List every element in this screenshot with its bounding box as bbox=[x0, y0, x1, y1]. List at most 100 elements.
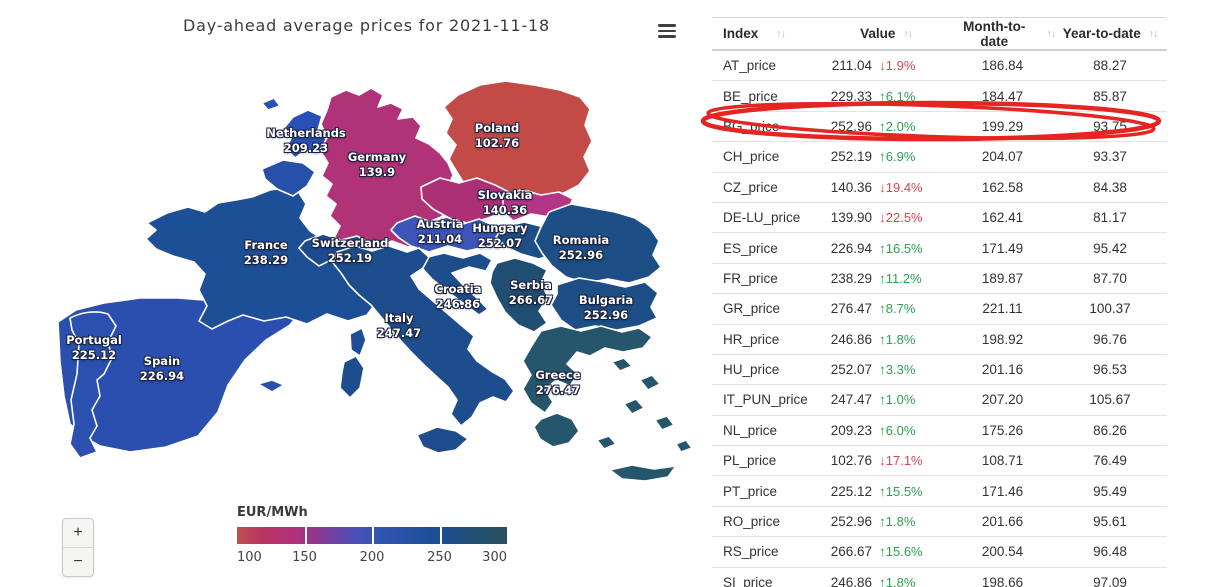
value-change: ↑2.0% bbox=[879, 119, 915, 134]
cell-year-to-date: 76.49 bbox=[1093, 453, 1127, 469]
map-region-greek-island[interactable] bbox=[639, 374, 661, 391]
column-header-label: Year-to-date bbox=[1062, 26, 1141, 41]
change-arrow-icon: ↑ bbox=[879, 301, 886, 317]
cell-value: 139.90 ↓22.5% bbox=[822, 210, 950, 225]
change-arrow-icon: ↓ bbox=[879, 210, 886, 226]
value-number: 229.33 bbox=[830, 88, 872, 104]
cell-year-to-date: 95.61 bbox=[1093, 514, 1127, 530]
change-arrow-icon: ↑ bbox=[879, 544, 886, 560]
change-arrow-icon: ↑ bbox=[879, 331, 886, 347]
map-region-greece[interactable] bbox=[522, 325, 653, 414]
table-row: IT_PUN_price 247.47 ↑1.0% 207.20 105.67 bbox=[712, 385, 1167, 416]
change-percent: 16.5% bbox=[885, 240, 923, 256]
legend-gradient-bar bbox=[237, 527, 507, 544]
cell-month-to-date: 162.41 bbox=[981, 210, 1024, 226]
column-header-label: Value bbox=[860, 26, 896, 41]
cell-year-to-date: 88.27 bbox=[1093, 58, 1127, 74]
map-region-poland[interactable] bbox=[443, 80, 593, 198]
change-percent: 6.1% bbox=[885, 88, 916, 104]
map-region-greek-island[interactable] bbox=[675, 439, 693, 453]
map-region-serbia[interactable] bbox=[489, 257, 549, 333]
map-region-portugal[interactable] bbox=[69, 311, 117, 459]
map-region-greek-island[interactable] bbox=[623, 398, 645, 415]
cell-month-to-date: 198.66 bbox=[981, 574, 1024, 587]
map-region-netherlands-islands[interactable] bbox=[261, 97, 281, 111]
cell-month-to-date: 207.20 bbox=[981, 392, 1024, 408]
cell-index: DE-LU_price bbox=[723, 210, 801, 226]
sort-icon[interactable]: ↑↓ bbox=[776, 27, 785, 40]
cell-year-to-date: 87.70 bbox=[1093, 270, 1127, 286]
map-region-crete[interactable] bbox=[609, 464, 677, 482]
cell-index: IT_PUN_price bbox=[723, 392, 808, 408]
zoom-in-button[interactable]: + bbox=[63, 519, 93, 548]
cell-value: 226.94 ↑16.5% bbox=[822, 241, 950, 256]
table-row: HU_price 252.07 ↑3.3% 201.16 96.53 bbox=[712, 355, 1167, 386]
change-percent: 1.8% bbox=[885, 514, 916, 530]
legend-separator bbox=[439, 527, 442, 544]
change-arrow-icon: ↑ bbox=[879, 514, 886, 530]
map-region-italy[interactable] bbox=[332, 245, 515, 427]
map-region-corsica[interactable] bbox=[349, 327, 367, 357]
change-arrow-icon: ↑ bbox=[879, 88, 886, 104]
change-percent: 15.6% bbox=[885, 544, 923, 560]
price-table-body: AT_price 211.04 ↓1.9% 186.84 88.27 BE_pr… bbox=[712, 51, 1167, 587]
map-region-austria[interactable] bbox=[390, 215, 500, 253]
map-region-sardinia[interactable] bbox=[339, 355, 365, 399]
cell-year-to-date: 85.87 bbox=[1093, 88, 1127, 104]
sort-icon[interactable]: ↑↓ bbox=[1046, 27, 1056, 40]
map-region-balearic[interactable] bbox=[257, 379, 285, 393]
legend-tick: 300 bbox=[482, 550, 507, 565]
cell-month-to-date: 186.84 bbox=[981, 58, 1024, 74]
change-arrow-icon: ↓ bbox=[879, 453, 886, 469]
value-number: 238.29 bbox=[830, 270, 872, 286]
cell-month-to-date: 162.58 bbox=[981, 179, 1024, 195]
cell-year-to-date: 86.26 bbox=[1093, 422, 1127, 438]
legend-tick: 200 bbox=[359, 550, 385, 565]
map-region-peloponnese[interactable] bbox=[533, 412, 580, 448]
change-arrow-icon: ↑ bbox=[879, 483, 886, 499]
map-region-greek-island[interactable] bbox=[596, 435, 617, 450]
table-row: BG_price 252.96 ↑2.0% 199.29 93.75 bbox=[712, 112, 1167, 143]
column-header-value[interactable]: Value ↑↓ bbox=[822, 26, 950, 41]
cell-index: FR_price bbox=[723, 270, 778, 286]
sort-icon[interactable]: ↑↓ bbox=[903, 27, 912, 40]
change-percent: 1.8% bbox=[885, 574, 916, 587]
map-region-sicily[interactable] bbox=[416, 426, 469, 454]
legend-tick: 150 bbox=[292, 550, 317, 565]
cell-value: 246.86 ↑1.8% bbox=[822, 332, 950, 347]
change-arrow-icon: ↑ bbox=[879, 270, 886, 286]
sort-icon[interactable]: ↑↓ bbox=[1148, 27, 1158, 40]
table-row: AT_price 211.04 ↓1.9% 186.84 88.27 bbox=[712, 51, 1167, 82]
map-region-croatia[interactable] bbox=[421, 252, 493, 316]
change-percent: 3.3% bbox=[885, 362, 916, 378]
value-change: ↑6.0% bbox=[879, 423, 915, 438]
change-arrow-icon: ↑ bbox=[879, 118, 886, 134]
table-row: RS_price 266.67 ↑15.6% 200.54 96.48 bbox=[712, 537, 1167, 568]
cell-value: 252.07 ↑3.3% bbox=[822, 362, 950, 377]
map-region-greek-island[interactable] bbox=[654, 415, 675, 431]
change-percent: 6.0% bbox=[885, 422, 916, 438]
change-percent: 6.9% bbox=[885, 149, 916, 165]
column-header-year-to-date[interactable]: Year-to-date ↑↓ bbox=[1055, 26, 1165, 41]
map-region-netherlands[interactable] bbox=[283, 109, 328, 159]
column-header-month-to-date[interactable]: Month-to-date ↑↓ bbox=[950, 19, 1056, 49]
table-row: DE-LU_price 139.90 ↓22.5% 162.41 81.17 bbox=[712, 203, 1167, 234]
map-region-greek-island[interactable] bbox=[611, 357, 633, 372]
cell-month-to-date: 221.11 bbox=[982, 301, 1023, 317]
value-number: 252.07 bbox=[830, 362, 872, 378]
cell-month-to-date: 171.49 bbox=[981, 240, 1024, 256]
cell-value: 225.12 ↑15.5% bbox=[822, 484, 950, 499]
column-header-index[interactable]: Index ↑↓ bbox=[712, 26, 822, 41]
map-region-bulgaria[interactable] bbox=[550, 277, 659, 331]
change-percent: 15.5% bbox=[885, 483, 923, 499]
zoom-out-button[interactable]: − bbox=[73, 553, 83, 570]
map-region-romania[interactable] bbox=[534, 203, 662, 284]
cell-index: PL_price bbox=[723, 453, 777, 469]
map-region-belgium[interactable] bbox=[261, 159, 316, 197]
cell-value: 211.04 ↓1.9% bbox=[822, 58, 950, 73]
value-number: 211.04 bbox=[831, 58, 872, 74]
legend-separator bbox=[372, 527, 374, 544]
change-percent: 1.9% bbox=[885, 58, 916, 74]
cell-value: 252.96 ↑2.0% bbox=[822, 119, 950, 134]
hamburger-menu-icon[interactable] bbox=[658, 24, 676, 38]
